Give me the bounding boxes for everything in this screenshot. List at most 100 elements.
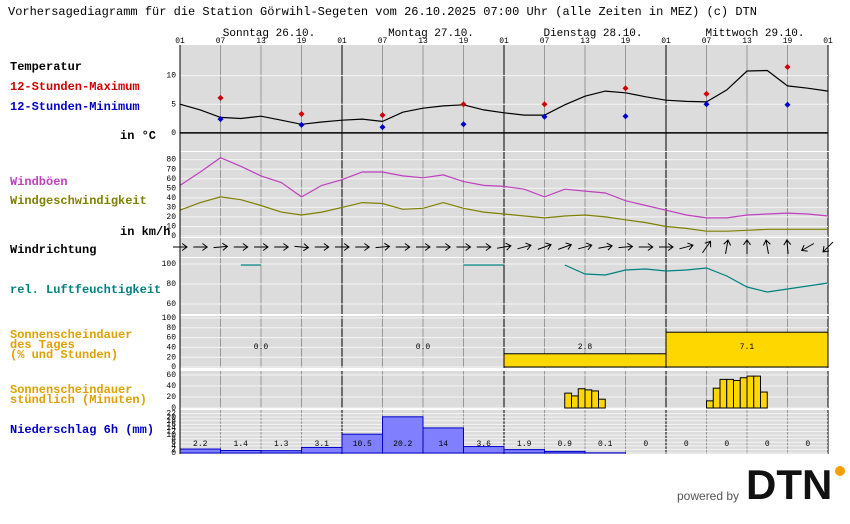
y-tick-label: 5	[171, 100, 176, 109]
wind-arrow	[679, 242, 694, 251]
data-point	[541, 101, 548, 108]
bar	[503, 449, 545, 454]
wind-arrow	[233, 243, 249, 251]
data-point	[784, 101, 791, 108]
y-tick-label: 22	[166, 410, 176, 419]
legend-label: Windböen	[10, 175, 68, 189]
x-tick-label: 19	[783, 37, 793, 46]
y-tick-label: 20	[166, 393, 176, 402]
value-label: 0.1	[598, 440, 613, 449]
y-tick-label: 20	[166, 413, 176, 422]
bar	[760, 391, 768, 409]
logo: DTN	[746, 461, 832, 508]
y-tick-label: 0	[171, 129, 176, 138]
value-label: 0	[684, 440, 689, 449]
y-tick-label: 60	[166, 371, 176, 380]
y-tick-label: 0	[171, 404, 176, 413]
wind-arrow	[436, 243, 452, 251]
x-tick-label: 07	[378, 37, 388, 46]
bar	[544, 450, 586, 454]
bar	[584, 389, 593, 409]
y-tick-label: 14	[166, 424, 176, 433]
bar	[739, 377, 748, 409]
bar	[220, 449, 262, 454]
data-point	[784, 64, 791, 71]
wind-arrow	[598, 242, 613, 251]
data-point	[622, 85, 629, 92]
panel-label: (% und Stunden)	[10, 348, 118, 362]
wind-arrow	[578, 242, 593, 251]
y-tick-label: 12	[166, 428, 176, 437]
y-tick-label: 20	[166, 353, 176, 362]
y-tick-label: 0	[171, 232, 176, 241]
wind-arrow	[335, 243, 350, 251]
y-tick-label: 2	[171, 446, 176, 455]
value-label: 2.8	[578, 343, 593, 352]
unit-label: in km/h	[120, 225, 170, 239]
powered-by: powered by	[677, 489, 739, 503]
data-point	[379, 124, 386, 131]
panel-label: Sonnenscheindauer	[10, 383, 132, 397]
y-tick-label: 10	[166, 431, 176, 440]
y-tick-label: 20	[166, 213, 176, 222]
x-tick-label: 13	[580, 37, 590, 46]
y-tick-label: 18	[166, 417, 176, 426]
value-label: 3.6	[477, 440, 492, 449]
legend-label: Windgeschwindigkeit	[10, 194, 147, 208]
x-tick-label: 19	[297, 37, 307, 46]
value-label: 1.4	[234, 440, 249, 449]
data-point	[460, 121, 467, 128]
legend-label: rel. Luftfeuchtigkeit	[10, 283, 161, 297]
value-label: 10.5	[353, 440, 372, 449]
y-tick-label: 40	[166, 194, 176, 203]
logo-dot	[835, 466, 845, 476]
data-point	[703, 101, 710, 108]
bar	[733, 380, 741, 409]
value-label: 0	[765, 440, 770, 449]
wind-arrow	[213, 242, 229, 251]
legend-label: 12-Stunden-Minimum	[10, 100, 140, 114]
x-tick-label: 19	[459, 37, 469, 46]
legend-label: 12-Stunden-Maximum	[10, 80, 140, 94]
wind-arrow	[702, 240, 712, 254]
wind-arrow	[762, 239, 771, 254]
panel-label: Windrichtung	[10, 243, 96, 257]
bar	[753, 375, 761, 409]
data-point	[460, 101, 467, 108]
wind-arrow	[723, 239, 732, 254]
wind-arrow	[314, 243, 330, 251]
value-label: 7.1	[740, 343, 755, 352]
title: Vorhersagediagramm für die Station Görwi…	[8, 5, 757, 19]
x-tick-label: 13	[256, 37, 266, 46]
x-tick-label: 07	[702, 37, 712, 46]
x-tick-label: 07	[540, 37, 550, 46]
unit-label: in °C	[120, 129, 156, 143]
value-label: 0	[724, 440, 729, 449]
bar	[571, 395, 579, 409]
bar	[564, 392, 572, 409]
bar	[179, 448, 221, 454]
y-tick-label: 70	[166, 165, 176, 174]
wind-arrow	[294, 243, 310, 252]
data-line	[240, 264, 829, 293]
bar	[706, 400, 714, 409]
value-label: 0.0	[254, 343, 269, 352]
bar	[422, 427, 464, 454]
value-label: 1.9	[517, 440, 532, 449]
y-tick-label: 60	[166, 175, 176, 184]
wind-arrow	[375, 242, 391, 251]
wind-arrow	[659, 243, 674, 251]
y-tick-label: 100	[162, 260, 177, 269]
wind-arrow	[395, 243, 411, 251]
data-point	[703, 90, 710, 97]
bar	[591, 390, 599, 409]
data-point	[298, 121, 305, 128]
x-tick-label: 01	[661, 37, 671, 46]
x-tick-label: 01	[175, 37, 185, 46]
wind-arrow	[743, 239, 751, 254]
x-tick-label: 01	[499, 37, 509, 46]
wind-arrow	[822, 241, 834, 253]
y-tick-label: 0	[171, 363, 176, 372]
